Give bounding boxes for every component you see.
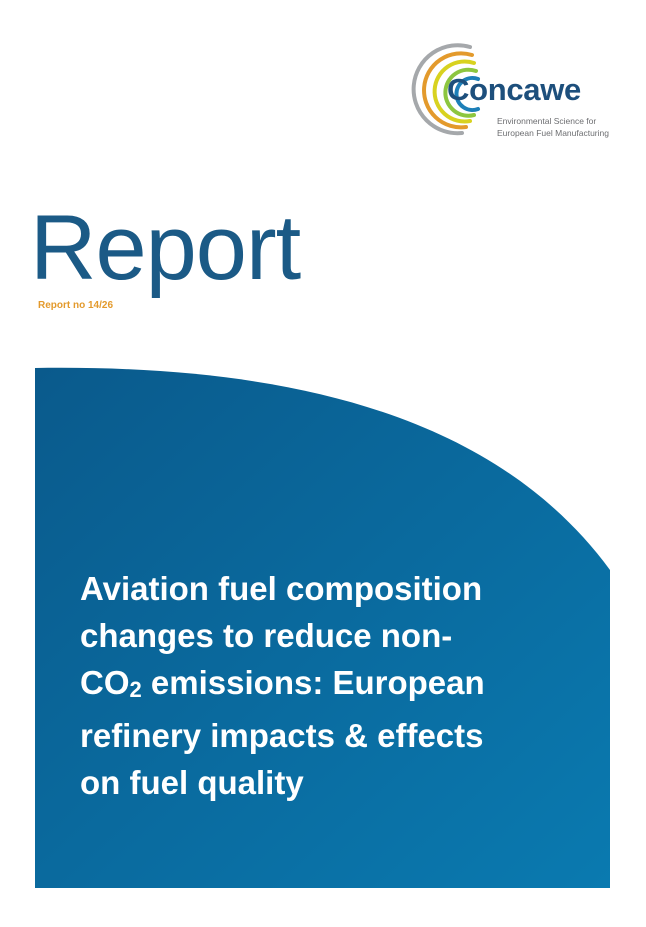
report-number: Report no 14/26 <box>38 300 114 311</box>
title-panel <box>35 367 610 888</box>
title-line: Aviation fuel composition <box>80 570 483 607</box>
logo-mark <box>411 43 480 136</box>
title-line: changes to reduce non- <box>80 616 453 654</box>
title-line: refinery impacts & effects <box>80 717 484 755</box>
subscript: 2 <box>129 676 142 702</box>
title-line: CO2 emissions: European <box>80 660 485 714</box>
logo-tagline: European Fuel Manufacturing <box>497 128 609 138</box>
title-text: CO <box>80 663 130 701</box>
heading: Report <box>30 197 301 299</box>
title-text: emissions: European <box>141 663 485 701</box>
title-line: on fuel quality <box>80 764 304 802</box>
logo-tagline: Environmental Science for <box>497 116 597 126</box>
logo-name: Concawe <box>447 72 581 107</box>
title: Aviation fuel composition changes to red… <box>80 566 485 807</box>
